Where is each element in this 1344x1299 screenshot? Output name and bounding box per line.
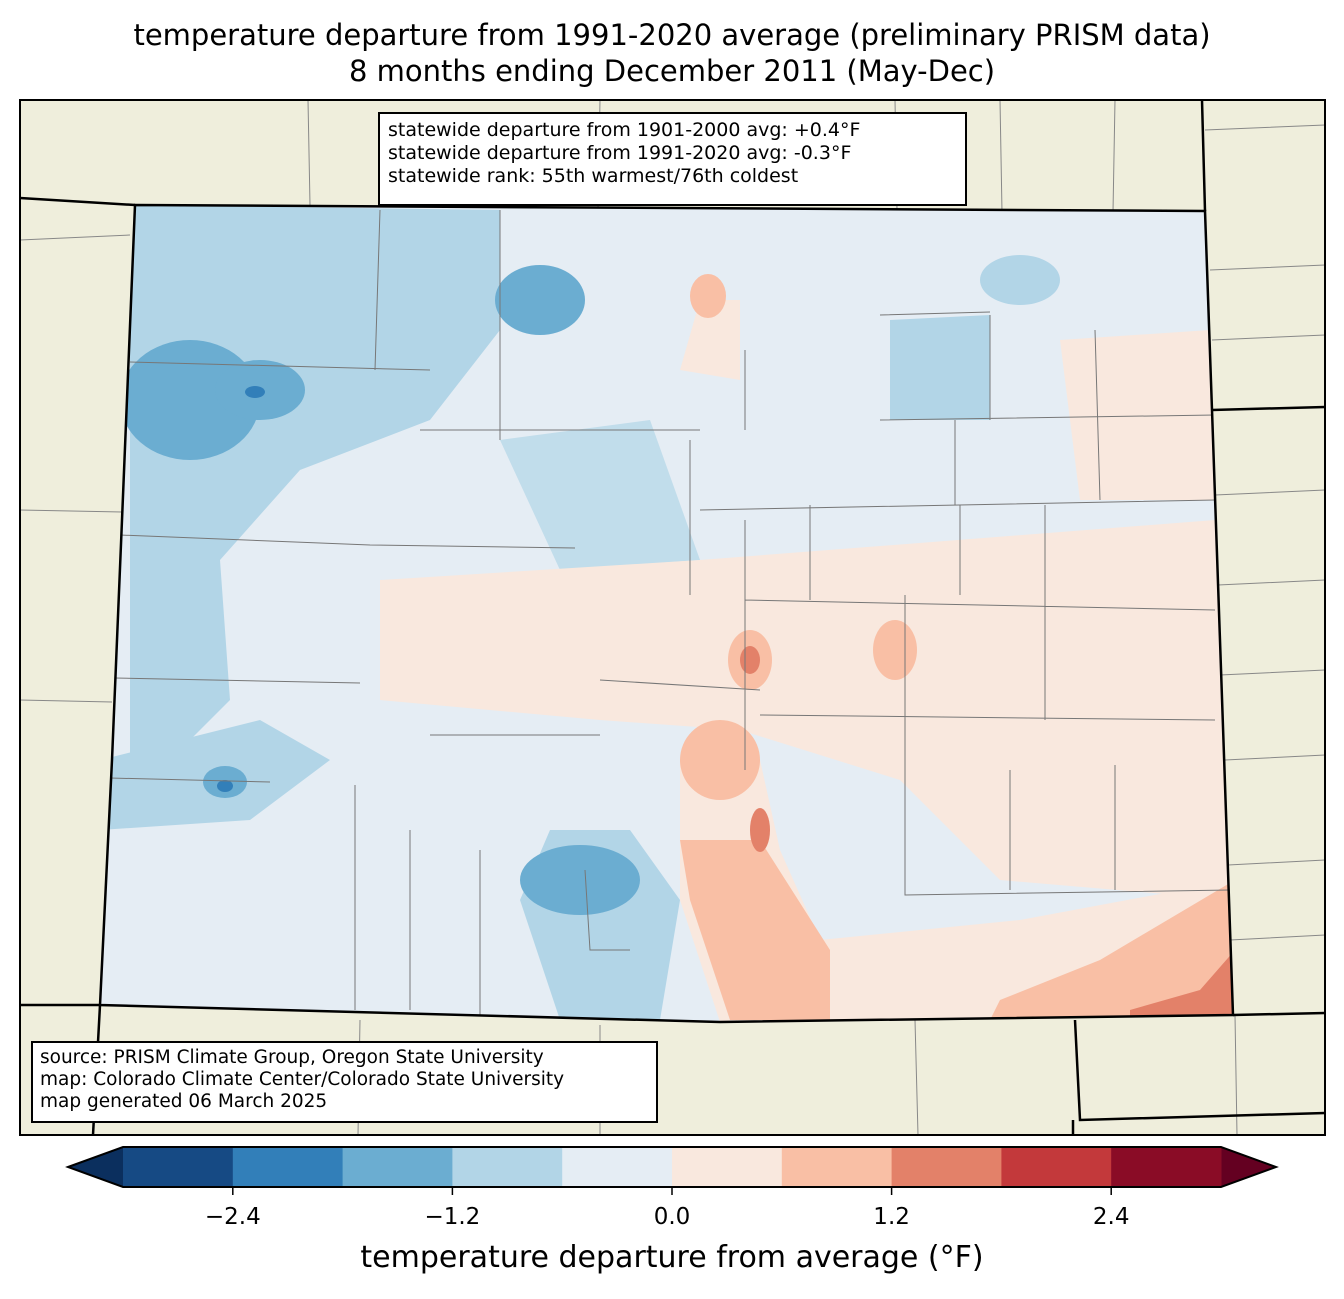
colorbar-tick-label: −1.2 [424, 1204, 481, 1230]
colorbar-bin [1111, 1147, 1222, 1187]
map-credit-line: map: Colorado Climate Center/Colorado St… [40, 1069, 565, 1090]
stat-departure-1901-2000: statewide departure from 1901-2000 avg: … [388, 119, 861, 141]
statewide-stats-box: statewide departure from 1901-2000 avg: … [378, 112, 967, 206]
colorbar [65, 1146, 1279, 1195]
temperature-field [100, 205, 1233, 1022]
colorbar-extend-low [68, 1147, 123, 1187]
colorbar-bin [123, 1147, 234, 1187]
source-line: source: PRISM Climate Group, Oregon Stat… [40, 1047, 544, 1068]
colorbar-bin [781, 1147, 893, 1187]
colorbar-label: temperature departure from average (°F) [360, 1240, 984, 1275]
colorbar-tick-label: 1.2 [873, 1204, 910, 1230]
colorbar-tick-label: 0.0 [653, 1204, 691, 1230]
colorbar-bin [342, 1147, 453, 1187]
colorbar-bin [452, 1147, 563, 1187]
county-lines [109, 209, 1231, 1015]
colorbar-tick-label: 2.4 [1092, 1204, 1130, 1230]
map-title: temperature departure from 1991-2020 ave… [133, 18, 1211, 52]
map-subtitle: 8 months ending December 2011 (May-Dec) [348, 54, 996, 88]
stat-rank: statewide rank: 55th warmest/76th coldes… [388, 165, 799, 187]
colorbar-bin [232, 1147, 344, 1187]
colorbar-bin [562, 1147, 673, 1187]
colorbar-extend-high [1221, 1147, 1276, 1187]
colorbar-bin [891, 1147, 1002, 1187]
map-frame [19, 99, 1326, 1136]
generated-date-line: map generated 06 March 2025 [40, 1091, 328, 1112]
source-box: source: PRISM Climate Group, Oregon Stat… [31, 1041, 658, 1123]
colorado-border [98, 203, 1235, 1024]
colorbar-outline [65, 1146, 1279, 1188]
stat-departure-1991-2020: statewide departure from 1991-2020 avg: … [388, 142, 852, 164]
colorbar-tick-label: −2.4 [204, 1204, 261, 1230]
colorbar-bin [1001, 1147, 1112, 1187]
colorbar-bin [672, 1147, 783, 1187]
